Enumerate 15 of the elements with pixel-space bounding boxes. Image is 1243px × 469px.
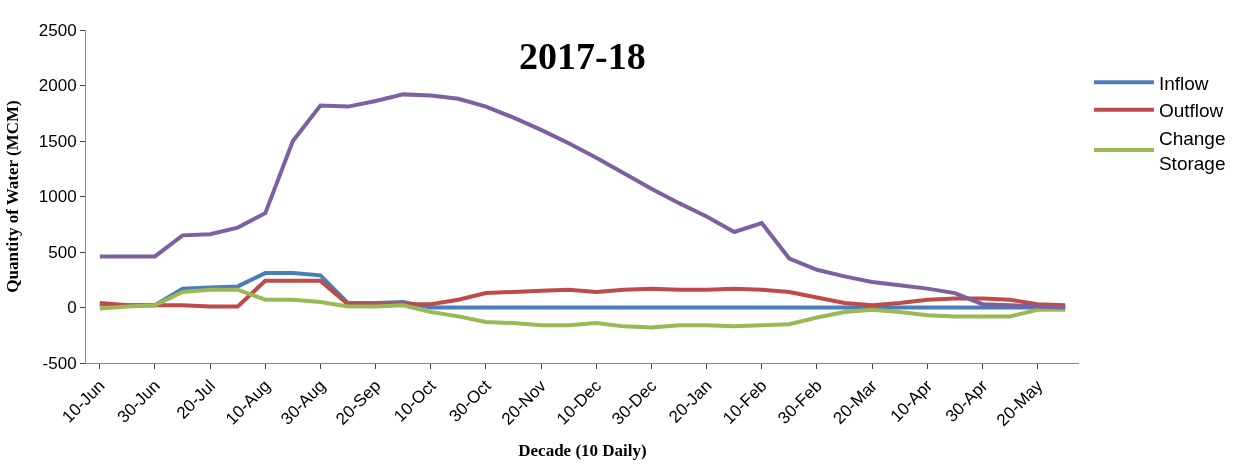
y-tick-label: -500: [42, 353, 77, 373]
line-series: [97, 287, 1068, 330]
y-tick-label: 0: [67, 298, 77, 318]
chart-title: 2017-18: [519, 35, 646, 77]
y-tick-label: 1000: [38, 187, 77, 207]
x-axis-title: Decade (10 Daily): [518, 441, 647, 461]
y-tick-label: 500: [48, 242, 77, 262]
legend-label: Change Storage: [1158, 127, 1226, 174]
y-tick-label: 2500: [38, 20, 77, 40]
line-series: [97, 92, 1068, 310]
y-tick-label: 1500: [38, 131, 77, 151]
legend-label: Inflow: [1158, 72, 1209, 94]
legend-label: Outflow: [1158, 100, 1224, 122]
y-tick-label: 2000: [38, 76, 77, 96]
y-axis-title: Quantity of Water (MCM): [3, 100, 23, 293]
